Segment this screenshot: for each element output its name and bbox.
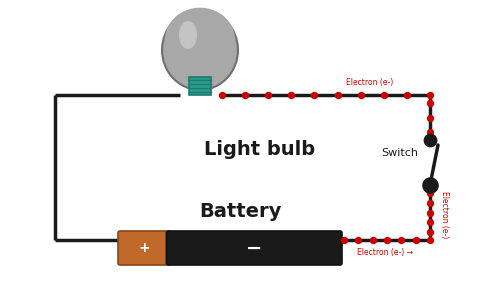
Point [356,93,364,97]
Point [412,238,420,242]
Text: −: − [246,239,262,257]
Text: Switch: Switch [381,147,418,158]
Point [218,93,226,97]
Point [426,201,434,205]
FancyBboxPatch shape [189,77,211,95]
Point [426,130,434,134]
Text: Battery: Battery [199,202,281,221]
Text: +: + [138,241,150,255]
Point [383,238,391,242]
Point [426,230,434,234]
FancyBboxPatch shape [166,231,342,265]
Point [398,238,406,242]
Point [340,238,348,242]
Point [354,238,362,242]
Point [264,93,272,97]
Text: Electron (e-) →: Electron (e-) → [357,248,413,257]
Point [426,183,434,187]
FancyBboxPatch shape [188,75,212,83]
Point [241,93,249,97]
Point [334,93,342,97]
Point [426,138,434,142]
Point [288,93,296,97]
Text: Electron (e-): Electron (e-) [440,191,449,239]
Point [426,93,434,97]
Point [403,93,411,97]
FancyBboxPatch shape [118,231,171,265]
Point [426,191,434,195]
Point [426,220,434,224]
Point [310,93,318,97]
Point [426,115,434,120]
Ellipse shape [162,10,238,90]
Point [380,93,388,97]
Text: Electron (e-): Electron (e-) [346,78,394,87]
Point [368,238,376,242]
Ellipse shape [165,8,235,72]
Ellipse shape [179,21,197,49]
Text: Light bulb: Light bulb [204,140,316,159]
Point [426,238,434,242]
Point [426,210,434,215]
Point [426,101,434,105]
